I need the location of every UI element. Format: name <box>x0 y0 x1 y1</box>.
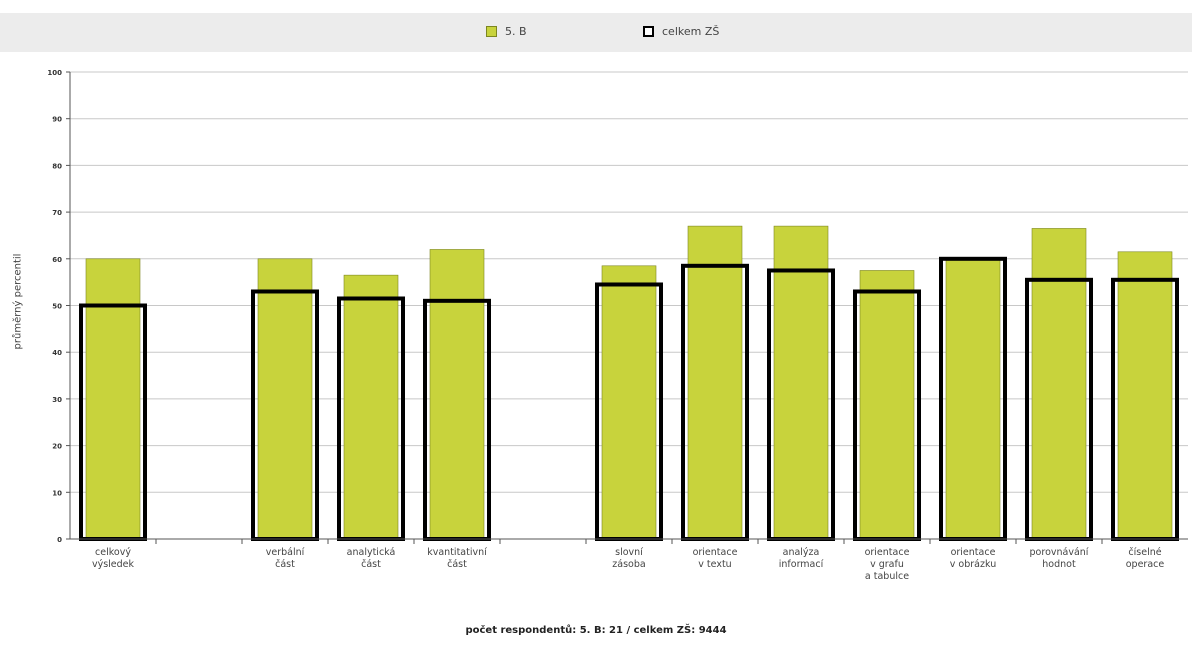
x-tick-label: kvantitativní část <box>427 547 487 570</box>
y-axis-label: průměrný percentil <box>12 253 24 350</box>
legend: 5. B celkem ZŠ <box>0 13 1192 52</box>
bar-class <box>85 258 141 540</box>
x-tick-label: orientace v obrázku <box>950 547 996 570</box>
bar-class <box>773 225 829 540</box>
y-tick-label: 100 <box>47 69 62 77</box>
y-tick-label: 10 <box>52 489 62 497</box>
y-tick-label: 90 <box>52 116 62 124</box>
bar-class <box>343 274 399 540</box>
y-tick-label: 20 <box>52 443 62 451</box>
x-tick-label: porovnávání hodnot <box>1030 547 1089 570</box>
x-tick-label: orientace v grafu a tabulce <box>865 547 910 582</box>
bar-class <box>1031 228 1087 540</box>
respondent-count-note: počet respondentů: 5. B: 21 / celkem ZŠ:… <box>465 625 727 636</box>
bar-class <box>859 270 915 540</box>
bars <box>79 225 1179 541</box>
y-tick-label: 50 <box>52 303 62 311</box>
x-tick-label: slovní zásoba <box>612 547 645 570</box>
legend-label-total: celkem ZŠ <box>662 25 720 38</box>
bar-class <box>601 265 657 540</box>
bar-class <box>945 258 1001 540</box>
axes <box>69 72 1188 544</box>
x-tick-label: verbální část <box>266 547 305 570</box>
bar-class <box>429 249 485 540</box>
x-tick-label: analytická část <box>347 547 396 570</box>
bar-class <box>687 225 743 540</box>
legend-swatch-filled <box>486 26 497 37</box>
x-tick-label: orientace v textu <box>693 547 738 570</box>
y-tick-label: 40 <box>52 349 62 357</box>
y-axis-ticks: 0 10 20 30 40 50 60 70 80 90 100 <box>47 69 70 544</box>
bar-class <box>257 258 313 540</box>
y-tick-label: 0 <box>57 536 62 544</box>
x-tick-label: číselné operace <box>1126 547 1165 570</box>
legend-swatch-outline <box>643 26 654 37</box>
x-axis-labels: celkový výsledek verbální část analytická čás… <box>92 547 1164 582</box>
y-tick-label: 80 <box>52 162 62 170</box>
bar-class <box>1117 251 1173 540</box>
x-tick-label: analýza informací <box>779 547 824 570</box>
y-tick-label: 70 <box>52 209 62 217</box>
legend-item-class: 5. B <box>486 25 527 38</box>
y-tick-label: 30 <box>52 396 62 404</box>
legend-label-class: 5. B <box>505 25 527 38</box>
legend-item-total: celkem ZŠ <box>643 25 719 38</box>
x-tick-label: celkový výsledek <box>92 547 135 570</box>
y-tick-label: 60 <box>52 256 62 264</box>
